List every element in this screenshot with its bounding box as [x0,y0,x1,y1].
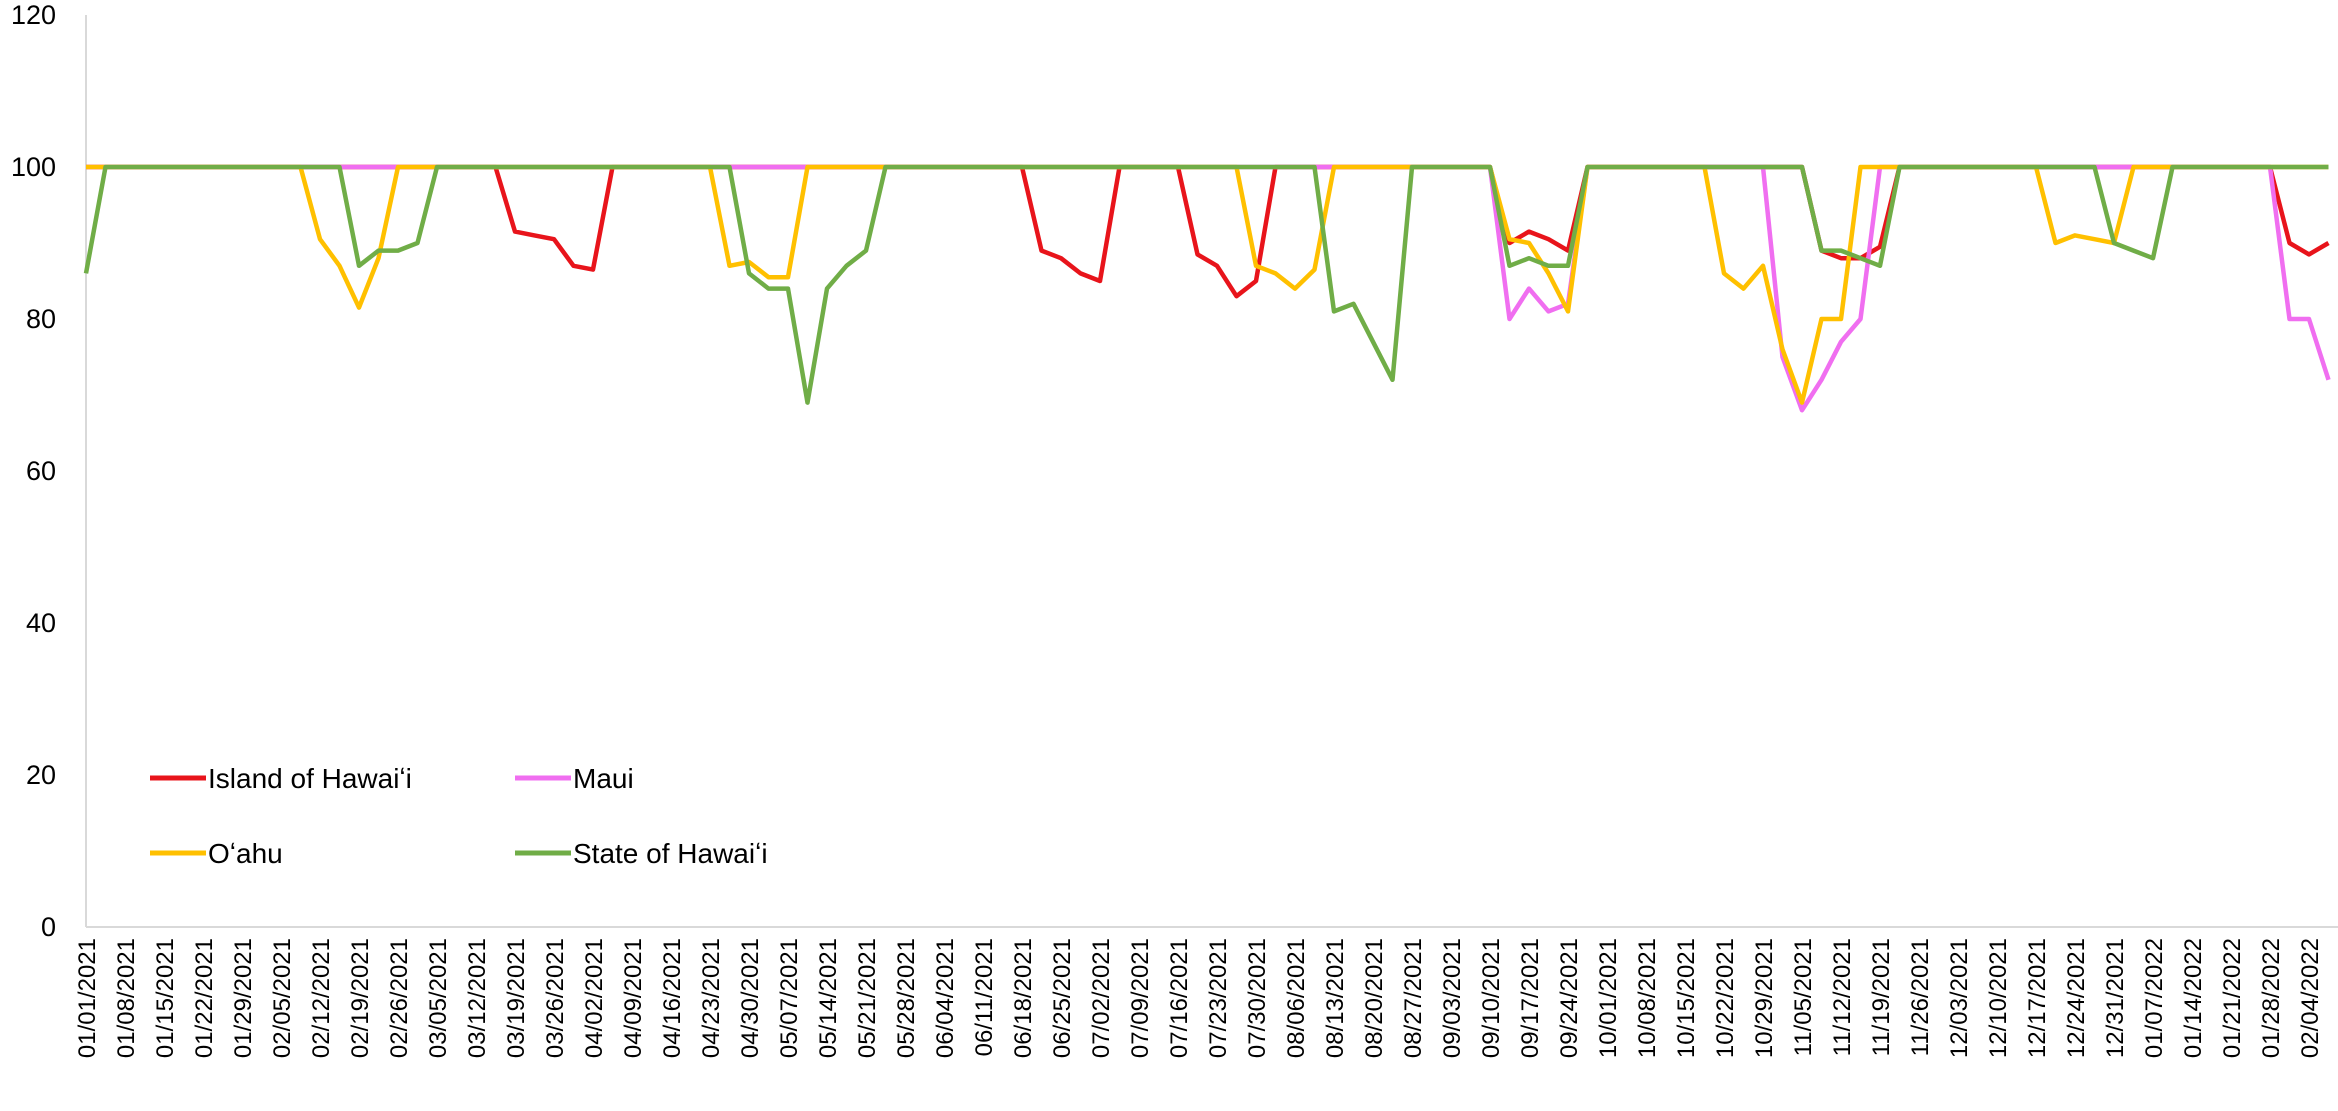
legend-label: Maui [573,763,634,794]
x-tick-label: 03/26/2021 [542,938,569,1058]
x-tick-label: 03/19/2021 [503,938,530,1058]
x-tick-label: 10/29/2021 [1751,938,1778,1058]
x-tick-label: 03/05/2021 [425,938,452,1058]
y-tick-label: 40 [26,608,56,638]
x-tick-label: 04/02/2021 [581,938,608,1058]
x-tick-label: 10/22/2021 [1712,938,1739,1058]
x-tick-label: 06/04/2021 [932,938,959,1058]
y-tick-label: 60 [26,456,56,486]
x-tick-label: 02/26/2021 [386,938,413,1058]
y-tick-label: 0 [41,912,56,942]
legend-label: Oʻahu [208,838,283,869]
x-tick-label: 09/24/2021 [1556,938,1583,1058]
x-tick-label: 01/01/2021 [74,938,101,1058]
x-tick-label: 05/28/2021 [893,938,920,1058]
y-tick-label: 120 [11,0,56,30]
x-tick-label: 01/15/2021 [152,938,179,1058]
x-tick-label: 04/09/2021 [620,938,647,1058]
series-line [86,164,2331,413]
x-tick-label: 10/01/2021 [1595,938,1622,1058]
x-tick-label: 01/08/2021 [113,938,140,1058]
x-tick-label: 08/06/2021 [1283,938,1310,1058]
x-tick-label: 01/07/2022 [2141,938,2168,1058]
x-tick-label: 11/26/2021 [1907,938,1934,1056]
x-tick-label: 02/04/2022 [2297,938,2324,1058]
x-tick-label: 07/09/2021 [1127,938,1154,1058]
x-tick-label: 12/17/2021 [2024,938,2051,1058]
legend-label: Island of Hawaiʻi [208,763,412,794]
x-tick-label: 12/03/2021 [1946,938,1973,1058]
x-tick-label: 10/15/2021 [1673,938,1700,1058]
x-tick-label: 02/19/2021 [347,938,374,1058]
y-tick-label: 20 [26,760,56,790]
x-tick-label: 06/25/2021 [1049,938,1076,1058]
x-tick-label: 01/22/2021 [191,938,218,1058]
x-tick-label: 04/16/2021 [659,938,686,1058]
x-tick-label: 11/05/2021 [1790,938,1817,1056]
x-tick-label: 09/10/2021 [1478,938,1505,1058]
x-tick-label: 09/03/2021 [1439,938,1466,1058]
x-tick-label: 11/12/2021 [1829,938,1856,1056]
x-tick-label: 06/11/2021 [971,938,998,1056]
x-tick-label: 11/19/2021 [1868,938,1895,1056]
x-tick-label: 08/20/2021 [1361,938,1388,1058]
x-tick-label: 01/21/2022 [2219,938,2246,1058]
y-tick-label: 100 [11,152,56,182]
x-tick-label: 04/23/2021 [698,938,725,1058]
x-tick-label: 02/12/2021 [308,938,335,1058]
x-tick-label: 10/08/2021 [1634,938,1661,1058]
x-tick-label: 05/07/2021 [776,938,803,1058]
x-tick-label: 05/14/2021 [815,938,842,1058]
x-tick-label: 01/28/2022 [2258,938,2285,1058]
x-tick-label: 07/23/2021 [1205,938,1232,1058]
x-tick-label: 12/24/2021 [2063,938,2090,1058]
x-tick-label: 01/14/2022 [2180,938,2207,1058]
x-tick-label: 07/16/2021 [1166,938,1193,1058]
x-tick-label: 06/18/2021 [1010,938,1037,1058]
x-tick-label: 02/05/2021 [269,938,296,1058]
x-tick-label: 08/27/2021 [1400,938,1427,1058]
x-tick-label: 09/17/2021 [1517,938,1544,1058]
x-tick-label: 07/02/2021 [1088,938,1115,1058]
x-tick-label: 08/13/2021 [1322,938,1349,1058]
x-tick-label: 07/30/2021 [1244,938,1271,1058]
x-tick-label: 03/12/2021 [464,938,491,1058]
x-tick-label: 12/10/2021 [1985,938,2012,1058]
series-line [86,164,2329,405]
series-line [83,164,2329,405]
x-tick-label: 05/21/2021 [854,938,881,1058]
y-tick-label: 80 [26,304,56,334]
x-tick-label: 12/31/2021 [2102,938,2129,1058]
legend-label: State of Hawaiʻi [573,838,768,869]
x-tick-label: 01/29/2021 [230,938,257,1058]
x-tick-label: 04/30/2021 [737,938,764,1058]
